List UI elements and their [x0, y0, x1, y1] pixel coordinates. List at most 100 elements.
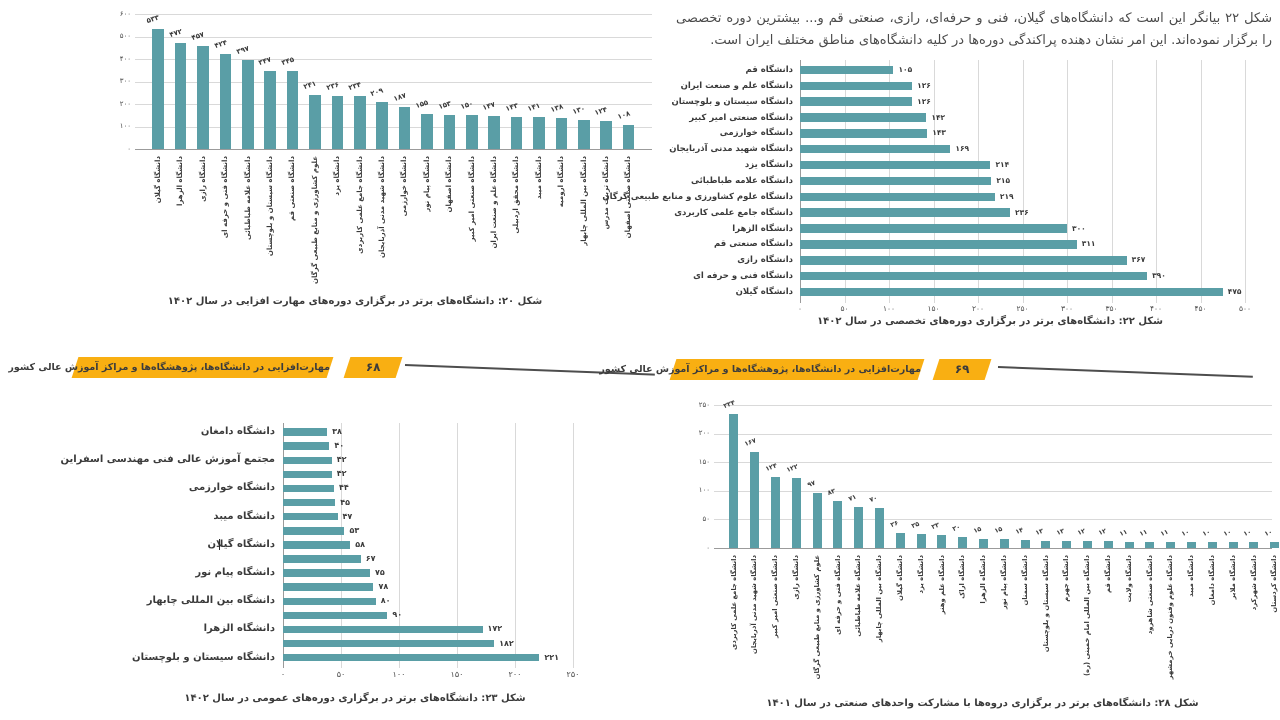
category-label: دانشگاه پیام نور: [999, 555, 1008, 610]
category-label: دانشگاه صنعتی امیر کبیر: [771, 555, 780, 639]
grid-line: [714, 405, 1272, 406]
figure28-caption: شکل ۲۸: دانشگاه‌های برتر در برگزاری دروه…: [766, 698, 1199, 709]
bar-value-label: ۱۳: [1055, 526, 1066, 537]
bar: [800, 97, 913, 106]
category-label: دانشگاه محقق اردبیلی: [512, 156, 521, 234]
bar: [398, 106, 411, 149]
bar-value-label: ۲۲۱: [544, 652, 560, 662]
axis-tick-label: ۳۰۰: [119, 77, 131, 85]
category-label: دانشگاه ملایر: [1228, 555, 1237, 600]
bar-value-label: ۶۷: [365, 553, 376, 563]
category-label: دانشگاه صنعتی قم: [288, 156, 297, 222]
bar-value-label: ۳۹۰: [1152, 271, 1166, 281]
category-label: دانشگاه صنعتی امیر کبیر: [467, 156, 476, 242]
bar-value-label: ۱۵۳: [437, 98, 452, 111]
banner-title-bar: مهارت‌افزایی در دانشگاه‌ها، پژوهشگاه‌ها …: [8, 357, 334, 378]
bar-value-label: ۷۰: [868, 493, 879, 504]
axis-tick-label: ۵۰: [336, 670, 346, 679]
axis-tick-label: ۱۰۰: [698, 486, 710, 495]
grid-line: [135, 14, 652, 15]
bar: [875, 507, 884, 548]
bar: [283, 639, 495, 648]
category-label: دانشگاه میبد: [1187, 555, 1196, 597]
bar-value-label: ۱۶۹: [955, 144, 970, 154]
bar: [1187, 542, 1196, 548]
category-label: مجتمع آموزش عالی فنی مهندسی اسفراین: [60, 454, 275, 466]
bar-value-label: ۱۴۱: [526, 101, 542, 114]
bar: [600, 121, 612, 149]
category-label: دانشگاه جامع علمی کاربردی: [674, 207, 793, 218]
bar-value-label: ۳۴۷: [257, 55, 273, 67]
bar-value-label: ۴۷: [342, 511, 353, 521]
category-label: دانشگاه یزد: [744, 160, 793, 171]
bar-value-label: ۷۵: [375, 568, 385, 578]
bar-value-label: ۴۰: [334, 441, 345, 451]
axis-tick-label: ۵۰۰: [1238, 304, 1252, 313]
category-label: دانشگاه الزهرا: [203, 623, 275, 635]
grid-line: [399, 423, 400, 668]
bar: [578, 119, 590, 149]
grid-line: [135, 59, 652, 60]
grid-line: [1022, 60, 1024, 303]
bar: [174, 42, 187, 149]
figure23-caption: شکل ۲۳: دانشگاه‌های برتر در برگزاری دوره…: [184, 693, 526, 704]
axis-tick-label: ۲۰۰: [508, 670, 522, 679]
banner-rule-line: [997, 366, 1253, 378]
bar-value-label: ۴۴: [339, 483, 349, 493]
category-label: دانشگاه گیلان: [154, 156, 162, 204]
bar-value-label: ۷۱: [847, 493, 858, 504]
axis-tick-label: ۲۰۰: [119, 99, 131, 108]
bar-value-label: ۱۲: [1097, 526, 1108, 538]
axis-tick-label: ۰: [127, 144, 131, 153]
bar-value-label: ۵۳۳: [145, 13, 161, 26]
bar: [979, 539, 988, 548]
category-label: دانشگاه شهرکرد: [1249, 555, 1258, 611]
bar: [242, 59, 254, 149]
axis-tick-label: ۶۰۰: [119, 9, 131, 18]
category-label: دانشگاه کردستان: [1270, 555, 1279, 613]
category-label: دانشگاه شهید مدنی آذربایجان: [669, 144, 793, 155]
bar-value-label: ۴۲۴: [213, 38, 228, 50]
bar: [1041, 540, 1051, 548]
bar: [1020, 539, 1030, 548]
bar-value-label: ۲۳: [930, 520, 941, 531]
category-label: دانشگاه فنی و حرفه ای: [833, 555, 842, 635]
bar: [283, 541, 351, 549]
bar-value-label: ۱۴۳: [932, 128, 946, 138]
bar-value-label: ۱۸۲: [499, 638, 514, 648]
bar: [197, 46, 209, 149]
axis-line: [714, 548, 1272, 549]
grid-line: [457, 423, 458, 668]
page-number-tab: ۶۸: [343, 357, 403, 378]
bar: [466, 115, 478, 149]
category-label: دانشگاه ولایت: [1124, 555, 1133, 603]
bar: [354, 96, 366, 149]
category-label: دانشگاه گیلان: [207, 538, 275, 550]
bar: [791, 478, 801, 548]
category-label: دانشگاه میبد: [534, 156, 543, 200]
category-label: دانشگاه قم: [745, 64, 793, 75]
bar-value-label: ۱۴۷: [481, 100, 497, 112]
grid-line: [1200, 60, 1202, 303]
bar: [1270, 542, 1280, 548]
bar-value-label: ۱۲۴: [764, 461, 779, 474]
figure20-skill-courses-chart: ۰ ۱۰۰ ۲۰۰ ۳۰۰ ۴۰۰ ۵۰۰ ۶۰۰ ۵۳۳ دانشگاه گیلان ۴۷۲ دا…: [55, 4, 665, 304]
axis-tick-label: ۰: [280, 670, 286, 679]
bar: [1062, 540, 1072, 548]
category-label: دانشگاه صنعتی اصفهان: [624, 156, 633, 239]
bar-value-label: ۵۳: [349, 525, 360, 535]
category-label: دانشگاه سیستان و بلوچستان: [671, 96, 793, 107]
bar: [421, 114, 433, 149]
category-label: دانشگاه خوارزمی: [719, 128, 793, 139]
bar: [331, 95, 344, 149]
bar: [283, 428, 328, 436]
category-label: دانشگاه فنی و حرفه ای: [221, 156, 230, 239]
bar: [376, 101, 388, 149]
category-label: دانشگاه بین المللی چابهار: [579, 156, 588, 246]
bar: [1207, 542, 1217, 548]
bar: [533, 117, 545, 149]
bar-value-label: ۱۴: [1013, 525, 1025, 536]
axis-tick-label: ۵۰: [840, 304, 849, 313]
figure28-industry-courses-chart: ۰ ۵۰ ۱۰۰ ۱۵۰ ۲۰۰ ۲۵۰ ۲۳۴ دانشگاه جامع علمی کارب…: [688, 388, 1280, 700]
